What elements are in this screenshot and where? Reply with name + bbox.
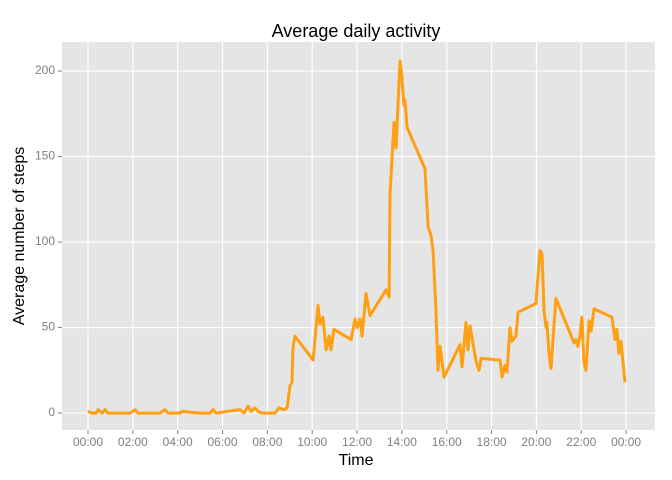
y-axis-label: Average number of steps [11,147,28,325]
x-tick-label: 10:00 [297,435,327,449]
x-tick-label: 20:00 [521,435,551,449]
x-tick-label: 18:00 [477,435,507,449]
y-tick-label: 200 [35,63,55,77]
x-tick-label: 06:00 [208,435,238,449]
x-tick-label: 00:00 [73,435,103,449]
y-tick-label: 0 [48,405,55,419]
x-tick-label: 12:00 [342,435,372,449]
x-tick-label: 14:00 [387,435,417,449]
x-axis-label: Time [339,452,374,469]
x-tick-label: 00:00 [611,435,641,449]
x-tick-label: 16:00 [432,435,462,449]
x-tick-label: 08:00 [252,435,282,449]
plot-panel [62,42,655,430]
x-tick-label: 02:00 [118,435,148,449]
chart-title: Average daily activity [272,21,441,41]
line [87,59,627,415]
y-tick-label: 150 [35,149,55,163]
x-tick-label: 04:00 [163,435,193,449]
x-tick-label: 22:00 [566,435,596,449]
y-tick-label: 100 [35,234,55,248]
y-tick-label: 50 [42,320,56,334]
